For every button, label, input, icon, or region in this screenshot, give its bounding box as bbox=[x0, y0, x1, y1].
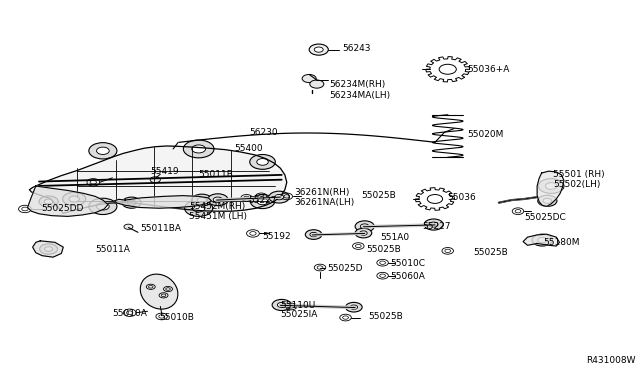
Text: 55502(LH): 55502(LH) bbox=[553, 180, 600, 189]
Text: 55025B: 55025B bbox=[366, 245, 401, 254]
Polygon shape bbox=[33, 241, 63, 257]
Text: 55180M: 55180M bbox=[543, 238, 580, 247]
Circle shape bbox=[346, 302, 362, 312]
Circle shape bbox=[45, 247, 52, 251]
Circle shape bbox=[360, 224, 369, 229]
Circle shape bbox=[250, 154, 275, 169]
Circle shape bbox=[39, 196, 58, 207]
Circle shape bbox=[44, 199, 53, 204]
Circle shape bbox=[355, 228, 372, 238]
Circle shape bbox=[184, 200, 212, 217]
Circle shape bbox=[124, 224, 133, 230]
Text: 55010B: 55010B bbox=[159, 313, 194, 322]
Circle shape bbox=[69, 196, 79, 202]
Polygon shape bbox=[537, 171, 564, 206]
Circle shape bbox=[269, 191, 289, 203]
Circle shape bbox=[314, 47, 323, 52]
Circle shape bbox=[127, 200, 136, 205]
Text: 55020M: 55020M bbox=[467, 129, 503, 139]
Text: 55025IA: 55025IA bbox=[280, 311, 318, 320]
Circle shape bbox=[309, 44, 328, 55]
Text: 55227: 55227 bbox=[248, 196, 277, 205]
Circle shape bbox=[89, 198, 117, 215]
Text: R431008W: R431008W bbox=[587, 356, 636, 365]
Text: 56234M(RH): 56234M(RH) bbox=[330, 80, 386, 89]
Text: 55060A: 55060A bbox=[390, 272, 425, 281]
Circle shape bbox=[538, 237, 547, 243]
Text: 55452M(RH): 55452M(RH) bbox=[189, 202, 245, 211]
Circle shape bbox=[429, 222, 438, 227]
Ellipse shape bbox=[140, 274, 178, 309]
Circle shape bbox=[532, 234, 552, 246]
Text: 55025D: 55025D bbox=[328, 264, 363, 273]
Circle shape bbox=[183, 140, 214, 158]
Circle shape bbox=[193, 205, 205, 212]
Circle shape bbox=[302, 74, 316, 83]
Text: 55011B: 55011B bbox=[198, 170, 234, 179]
Circle shape bbox=[207, 194, 228, 206]
Polygon shape bbox=[523, 234, 559, 246]
Circle shape bbox=[257, 198, 268, 205]
Circle shape bbox=[277, 302, 286, 308]
Text: 55025B: 55025B bbox=[362, 191, 396, 200]
Polygon shape bbox=[29, 146, 287, 214]
Circle shape bbox=[197, 198, 207, 203]
Circle shape bbox=[191, 194, 212, 206]
Text: 55010C: 55010C bbox=[390, 259, 425, 268]
Text: 56234MA(LH): 56234MA(LH) bbox=[330, 91, 390, 100]
Text: 55192: 55192 bbox=[262, 231, 291, 241]
Circle shape bbox=[272, 299, 291, 311]
Circle shape bbox=[97, 147, 109, 154]
Text: 551A0: 551A0 bbox=[381, 233, 410, 243]
Circle shape bbox=[257, 158, 268, 165]
Circle shape bbox=[250, 195, 275, 209]
Text: 55419: 55419 bbox=[151, 167, 179, 176]
Circle shape bbox=[150, 177, 161, 183]
Text: 55036+A: 55036+A bbox=[467, 65, 509, 74]
Text: 55227: 55227 bbox=[422, 222, 451, 231]
Circle shape bbox=[350, 305, 358, 310]
Circle shape bbox=[424, 219, 444, 230]
Text: 55025B: 55025B bbox=[368, 312, 403, 321]
Circle shape bbox=[360, 231, 367, 235]
Text: 55036: 55036 bbox=[448, 193, 476, 202]
Text: 55025DC: 55025DC bbox=[524, 213, 566, 222]
Circle shape bbox=[213, 197, 223, 202]
Text: 55451M (LH): 55451M (LH) bbox=[189, 212, 247, 221]
Circle shape bbox=[538, 179, 564, 193]
Circle shape bbox=[355, 221, 374, 232]
Circle shape bbox=[275, 195, 284, 200]
Circle shape bbox=[40, 244, 58, 254]
Circle shape bbox=[63, 192, 86, 206]
Text: 36261N(RH): 36261N(RH) bbox=[294, 188, 350, 197]
Text: 56230: 56230 bbox=[250, 128, 278, 137]
Text: 55025DD: 55025DD bbox=[41, 205, 83, 214]
Text: 55011BA: 55011BA bbox=[140, 224, 181, 233]
Circle shape bbox=[428, 195, 443, 203]
Circle shape bbox=[192, 145, 205, 153]
Circle shape bbox=[122, 197, 141, 208]
Text: 55400: 55400 bbox=[234, 144, 262, 153]
Circle shape bbox=[310, 232, 317, 237]
Text: 55011A: 55011A bbox=[95, 245, 130, 254]
Text: 55110U: 55110U bbox=[280, 301, 316, 310]
Circle shape bbox=[538, 195, 557, 206]
Circle shape bbox=[305, 230, 322, 239]
Text: 55501 (RH): 55501 (RH) bbox=[553, 170, 605, 179]
Circle shape bbox=[89, 142, 117, 159]
Circle shape bbox=[545, 183, 557, 189]
Polygon shape bbox=[115, 196, 211, 208]
Circle shape bbox=[543, 198, 552, 203]
Polygon shape bbox=[28, 186, 108, 217]
Circle shape bbox=[310, 80, 324, 88]
Text: 56243: 56243 bbox=[342, 44, 371, 53]
Text: 55025B: 55025B bbox=[473, 248, 508, 257]
Circle shape bbox=[97, 203, 109, 210]
Text: 55010A: 55010A bbox=[113, 310, 147, 318]
Text: 36261NA(LH): 36261NA(LH) bbox=[294, 198, 355, 207]
Circle shape bbox=[439, 64, 456, 74]
